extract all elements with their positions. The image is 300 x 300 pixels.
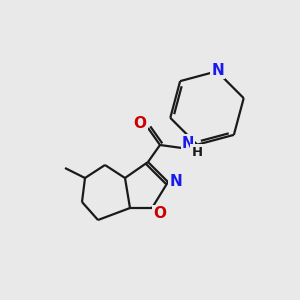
- Text: N: N: [182, 136, 194, 151]
- Text: O: O: [134, 116, 146, 131]
- Text: N: N: [169, 175, 182, 190]
- Text: H: H: [191, 146, 203, 158]
- Text: N: N: [212, 63, 224, 78]
- Text: O: O: [154, 206, 166, 221]
